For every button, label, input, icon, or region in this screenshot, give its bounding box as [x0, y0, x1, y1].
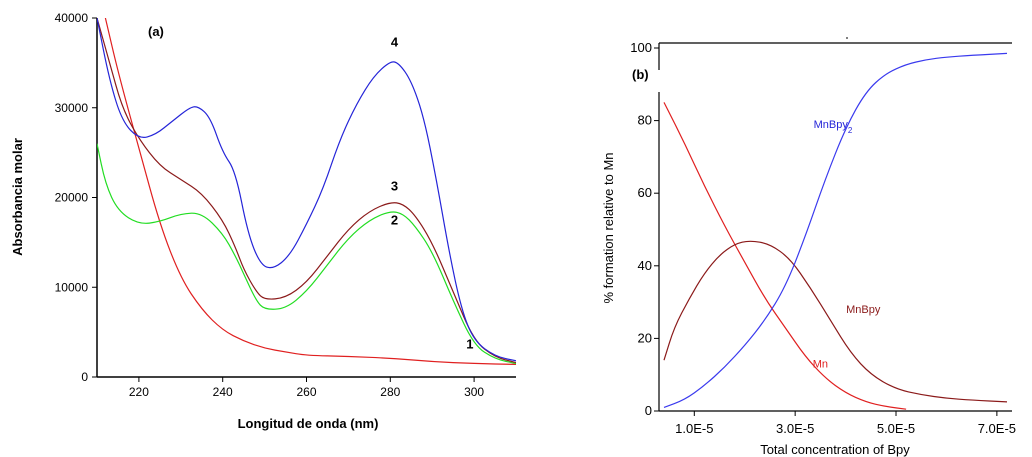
chart-b-series-mnbpy	[663, 240, 1008, 403]
chart-b-series-mn	[663, 102, 907, 410]
chart-a-annotation-1: 1	[466, 336, 473, 351]
chart-a-x-tick-label: 280	[380, 385, 400, 399]
chart-b-ticks: 1.0E-5 3.0E-5 5.0E-5 7.0E-5 0 20 40 60 80 100	[630, 40, 1016, 436]
chart-b: 1.0E-5 3.0E-5 5.0E-5 7.0E-5 0 20 40 60 80 100 MnB…	[601, 37, 1016, 457]
chart-a-series-1	[104, 18, 516, 365]
chart-b-y-tick-label: 100	[630, 40, 652, 55]
chart-a-series	[97, 18, 516, 365]
chart-a-y-tick-label: 40000	[55, 11, 89, 25]
chart-a-x-tick-label: 300	[464, 385, 484, 399]
chart-b-y-tick-label: 80	[638, 113, 652, 128]
chart-b-x-tick-label: 3.0E-5	[776, 421, 814, 436]
chart-a-annotation-3: 3	[391, 178, 398, 193]
chart-a-series-4	[97, 18, 516, 362]
chart-b-annotation-mn: Mn	[813, 358, 828, 370]
chart-a: 220 240 260 280 300 0 10000 20000 30000 40000 1 2 3…	[10, 11, 516, 431]
chart-b-x-tick-label: 5.0E-5	[877, 421, 915, 436]
chart-b-y-tick-label: 40	[638, 258, 652, 273]
chart-a-y-tick-label: 20000	[55, 191, 89, 205]
chart-b-series-mnbpy	[663, 52, 1008, 408]
chart-a-panel-label: (a)	[148, 24, 164, 39]
chart-b-y-tick-label: 20	[638, 330, 652, 345]
chart-a-series-3	[97, 18, 516, 364]
chart-a-ticks: 220 240 260 280 300 0 10000 20000 30000 40000	[55, 11, 485, 399]
chart-b-panel-label: (b)	[632, 67, 649, 82]
chart-b-ylabel: % formation relative to Mn	[601, 152, 616, 303]
chart-a-y-tick-label: 30000	[55, 101, 89, 115]
chart-b-series	[663, 52, 1008, 410]
chart-a-y-tick-label: 0	[81, 370, 88, 384]
chart-a-y-tick-label: 10000	[55, 280, 89, 294]
chart-a-x-tick-label: 240	[213, 385, 233, 399]
chart-a-annotation-4: 4	[391, 35, 399, 50]
chart-a-ylabel: Absorbancia molar	[10, 138, 25, 256]
chart-b-annotations: MnBpy2 MnBpy Mn	[813, 119, 881, 371]
chart-b-xlabel: Total concentration of Bpy	[760, 442, 910, 457]
chart-b-x-tick-label: 7.0E-5	[978, 421, 1016, 436]
chart-a-x-tick-label: 260	[296, 385, 316, 399]
chart-a-xlabel: Longitud de onda (nm)	[238, 416, 379, 431]
chart-a-series-2	[97, 143, 516, 365]
chart-a-annotation-2: 2	[391, 212, 398, 227]
chart-a-x-tick-label: 220	[129, 385, 149, 399]
chart-b-y-tick-label: 0	[645, 403, 652, 418]
chart-b-annotation-mnbpy: MnBpy	[846, 304, 881, 316]
chart-b-x-tick-label: 1.0E-5	[675, 421, 713, 436]
chart-a-annotations: 1 2 3 4	[391, 35, 474, 352]
chart-b-annotation-mnbpy2: MnBpy2	[814, 119, 853, 135]
chart-b-y-tick-label: 60	[638, 185, 652, 200]
